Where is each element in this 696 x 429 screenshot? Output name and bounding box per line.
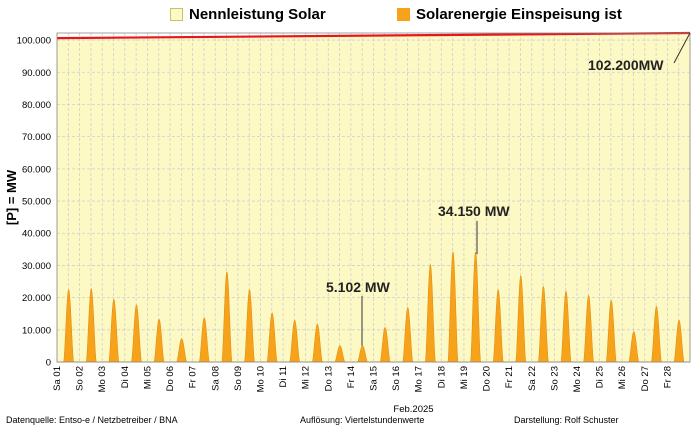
x-tick-label: Fr 28 [662,366,673,388]
annotation-label: 34.150 MW [438,203,510,219]
x-tick-label: Mi 19 [459,366,470,389]
x-tick-label: Di 04 [120,366,131,388]
y-tick-label: 0 [46,358,51,369]
chart-legend: Nennleistung Solar Solarenergie Einspeis… [0,4,696,30]
x-tick-label: Mo 03 [97,366,108,392]
x-tick-label: Mo 10 [255,366,266,392]
y-tick-label: 80.000 [22,100,51,111]
x-tick-label: Do 27 [640,366,651,391]
x-tick-label: Mo 24 [572,366,583,392]
legend-label-nennleistung: Nennleistung Solar [189,6,326,23]
x-tick-label: Fr 21 [504,366,515,388]
x-tick-label: Do 06 [165,366,176,391]
y-tick-label: 20.000 [22,293,51,304]
annotation-leader [673,32,691,64]
x-tick-label: Sa 22 [527,366,538,391]
x-tick-label: Do 20 [482,366,493,391]
x-tick-label: So 16 [391,366,402,391]
legend-swatch-einspeisung [397,8,410,21]
footer-source: Datenquelle: Entso-e / Netzbetreiber / B… [6,415,178,425]
y-tick-label: 90.000 [22,68,51,79]
x-tick-label: Mi 12 [301,366,312,389]
legend-label-einspeisung: Solarenergie Einspeisung ist [416,6,622,23]
y-tick-label: 50.000 [22,197,51,208]
footer-author: Darstellung: Rolf Schuster [514,415,619,425]
x-axis-label: Feb.2025 [393,404,433,415]
y-tick-label: 10.000 [22,325,51,336]
legend-item-nennleistung: Nennleistung Solar [170,6,326,23]
x-tick-label: Di 25 [595,366,606,388]
x-tick-label: Sa 15 [369,366,380,391]
x-tick-label: So 09 [233,366,244,391]
x-tick-label: Fr 14 [346,366,357,388]
legend-item-einspeisung: Solarenergie Einspeisung ist [397,6,622,23]
y-tick-label: 60.000 [22,164,51,175]
x-tick-label: Mi 05 [142,366,153,389]
capacity-area [57,33,690,362]
y-tick-label: 30.000 [22,261,51,272]
x-tick-label: Do 13 [323,366,334,391]
x-tick-label: So 02 [75,366,86,391]
x-tick-label: Fr 07 [188,366,199,388]
y-tick-label: 40.000 [22,229,51,240]
y-tick-label: 70.000 [22,132,51,143]
x-tick-label: So 23 [549,366,560,391]
y-axis-label: [P] = MW [4,169,19,225]
annotation-label: 5.102 MW [326,279,391,295]
plot-border [56,32,691,363]
annotation-label: 102.200MW [588,57,664,73]
x-tick-label: Sa 08 [210,366,221,391]
y-tick-label: 100.000 [17,36,51,47]
x-tick-label: Di 18 [436,366,447,388]
x-tick-label: Sa 01 [52,366,63,391]
footer-resolution: Auflösung: Viertelstundenwerte [300,415,425,425]
x-tick-label: Mi 26 [617,366,628,389]
x-tick-label: Mo 17 [414,366,425,392]
legend-swatch-nennleistung [170,8,183,21]
x-tick-label: Di 11 [278,366,289,387]
capacity-line [56,31,691,40]
